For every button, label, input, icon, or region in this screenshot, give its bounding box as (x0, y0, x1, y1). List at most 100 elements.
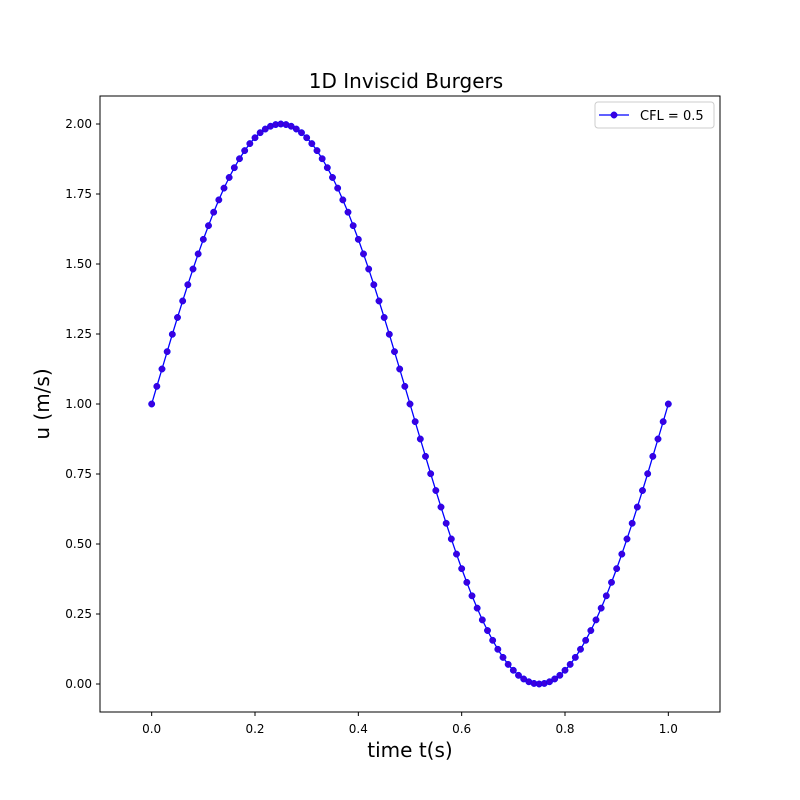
data-point (225, 174, 233, 181)
data-point (241, 147, 249, 155)
data-point (220, 184, 228, 192)
data-point (370, 281, 378, 289)
data-point (298, 129, 305, 137)
data-point (494, 645, 502, 653)
data-point (664, 400, 672, 408)
data-point (411, 418, 419, 426)
data-point (422, 452, 429, 460)
y-tick-label: 1.50 (65, 257, 92, 271)
data-point (199, 235, 207, 243)
y-tick-label: 2.00 (65, 117, 92, 131)
data-point (163, 348, 171, 356)
x-tick-label: 0.0 (142, 722, 161, 736)
x-tick-label: 0.8 (555, 722, 574, 736)
data-point (499, 653, 507, 661)
data-point (453, 550, 460, 558)
data-point (380, 314, 388, 321)
data-point (478, 616, 486, 624)
data-point (468, 592, 476, 600)
data-point (561, 666, 569, 674)
data-point (189, 265, 197, 273)
data-point (205, 222, 212, 230)
y-tick-label: 1.25 (65, 327, 92, 341)
data-point (179, 297, 187, 305)
data-point (365, 265, 373, 273)
legend-marker-swatch (610, 111, 618, 119)
data-point (577, 645, 584, 653)
data-point (649, 452, 657, 460)
data-point (401, 382, 409, 390)
data-point (215, 196, 223, 204)
data-point (432, 487, 440, 494)
data-point (597, 604, 605, 612)
data-point (318, 155, 326, 163)
data-point (571, 653, 579, 661)
data-point (458, 565, 466, 573)
data-point (633, 503, 641, 511)
data-point (158, 365, 166, 373)
y-tick-label: 0.75 (65, 467, 92, 481)
x-tick-label: 0.2 (245, 722, 264, 736)
data-point (654, 435, 662, 443)
data-point (360, 250, 367, 258)
y-tick-label: 0.00 (65, 677, 92, 691)
data-point (623, 535, 631, 543)
data-point (323, 164, 331, 172)
data-point (396, 365, 404, 373)
data-point (592, 616, 600, 624)
data-point (484, 627, 491, 634)
data-point (473, 604, 481, 612)
legend-label: CFL = 0.5 (640, 109, 704, 124)
data-point (236, 155, 243, 163)
x-tick-label: 0.4 (349, 722, 368, 736)
data-point (375, 297, 383, 305)
legend: CFL = 0.5 (594, 101, 715, 129)
x-axis-label: time t(s) (367, 738, 452, 762)
data-point (628, 519, 636, 527)
legend-box (594, 101, 715, 129)
data-point (608, 578, 615, 586)
data-point (463, 578, 471, 586)
data-point (406, 400, 414, 408)
data-point (174, 314, 181, 321)
data-point (427, 470, 435, 478)
data-point (437, 503, 445, 511)
data-point (504, 660, 512, 668)
data-point (334, 184, 342, 192)
y-tick-label: 0.50 (65, 537, 92, 551)
x-tick-label: 1.0 (659, 722, 678, 736)
data-point (344, 208, 352, 216)
data-point (329, 174, 336, 181)
y-tick-label: 1.00 (65, 397, 92, 411)
y-tick-label: 1.75 (65, 187, 92, 201)
data-point (184, 281, 192, 289)
data-point (509, 666, 517, 674)
data-point (153, 382, 161, 390)
data-point (618, 550, 626, 558)
data-point (659, 418, 667, 426)
data-point (303, 134, 311, 142)
data-point (644, 470, 652, 478)
data-point (391, 348, 398, 356)
data-point (354, 235, 362, 243)
data-point (210, 208, 218, 216)
data-point (602, 592, 610, 600)
data-point (582, 636, 590, 644)
data-point (556, 671, 564, 679)
data-point (246, 140, 254, 148)
data-point (308, 140, 316, 148)
data-point (292, 125, 300, 133)
y-tick-label: 0.25 (65, 607, 92, 621)
data-point (515, 671, 522, 679)
data-point (442, 519, 450, 527)
data-point (639, 487, 646, 494)
data-point (339, 196, 347, 204)
data-point (385, 330, 393, 338)
data-point (447, 535, 455, 543)
x-tick-label: 0.6 (452, 722, 471, 736)
data-point (168, 330, 176, 338)
chart-title: 1D Inviscid Burgers (309, 69, 503, 93)
data-point (313, 147, 321, 155)
data-point (230, 164, 238, 172)
